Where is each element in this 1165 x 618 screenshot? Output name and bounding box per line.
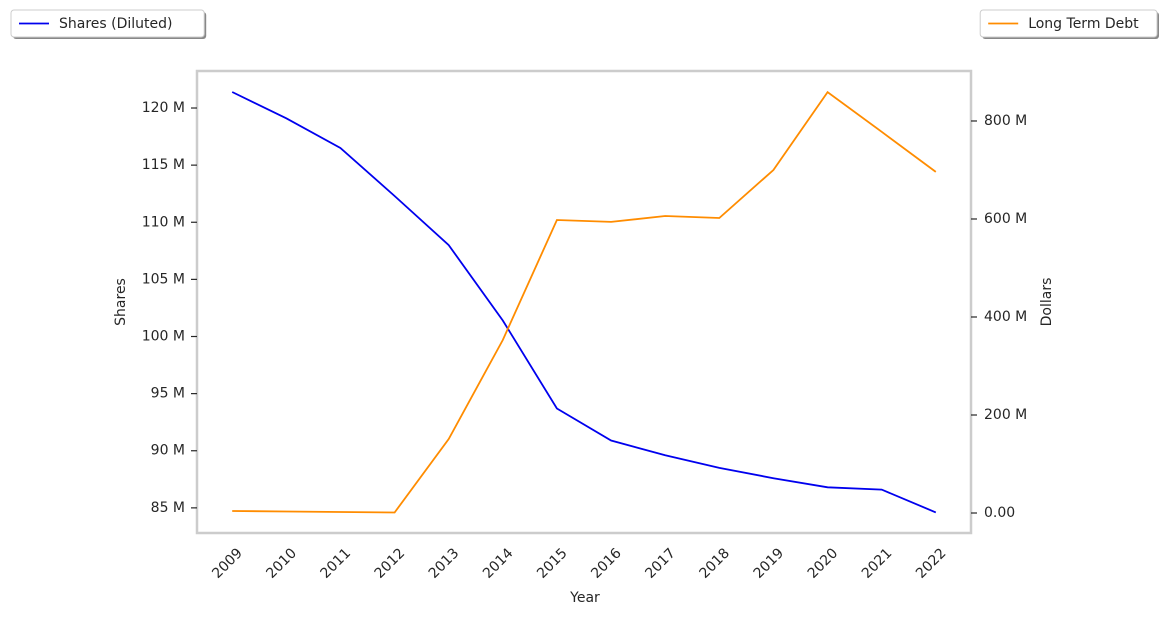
y-tick-label: 115 M xyxy=(142,157,185,173)
x-tick-label: 2009 xyxy=(209,545,246,582)
x-tick-label: 2021 xyxy=(859,545,896,582)
x-tick-label: 2010 xyxy=(263,545,300,582)
y-tick-label: 120 M xyxy=(142,100,185,116)
x-tick-label: 2016 xyxy=(588,545,625,582)
x-tick-label: 2015 xyxy=(534,545,571,582)
y-tick-label: 110 M xyxy=(142,214,185,230)
x-tick-label: 2022 xyxy=(913,545,950,582)
x-tick-label: 2012 xyxy=(372,545,409,582)
legend-label: Long Term Debt xyxy=(1028,16,1139,32)
y-tick-label: 105 M xyxy=(142,271,185,287)
x-tick-label: 2020 xyxy=(805,545,842,582)
plot-frame xyxy=(195,69,973,535)
legend: Long Term Debt xyxy=(979,9,1159,39)
x-tick-label: 2018 xyxy=(696,545,733,582)
y2-tick-label: 200 M xyxy=(984,407,1027,423)
legend-box xyxy=(979,9,1158,38)
legend: Shares (Diluted) xyxy=(10,9,207,39)
line-series xyxy=(231,91,937,514)
x-tick-label: 2017 xyxy=(642,545,679,582)
legend-box xyxy=(10,9,205,38)
x-axis-label: Year xyxy=(569,590,600,606)
x-tick-label: 2019 xyxy=(751,545,788,582)
y-axis-label: Shares xyxy=(113,278,129,326)
x-tick-label: 2014 xyxy=(480,545,517,582)
y-tick-label: 95 M xyxy=(151,386,185,402)
x-tick-label: 2011 xyxy=(318,545,355,582)
y2-tick-label: 800 M xyxy=(984,113,1027,129)
y2-tick-label: 400 M xyxy=(984,309,1027,325)
y-tick-label: 85 M xyxy=(151,500,185,516)
y-tick-label: 100 M xyxy=(142,329,185,345)
x-tick-label: 2013 xyxy=(426,545,463,582)
y2-tick-label: 0.00 xyxy=(984,505,1015,521)
y-tick-label: 90 M xyxy=(151,443,185,459)
y2-tick-label: 600 M xyxy=(984,211,1027,227)
legend-label: Shares (Diluted) xyxy=(59,16,173,32)
line-series xyxy=(232,90,937,514)
y2-axis-label: Dollars xyxy=(1039,278,1055,327)
